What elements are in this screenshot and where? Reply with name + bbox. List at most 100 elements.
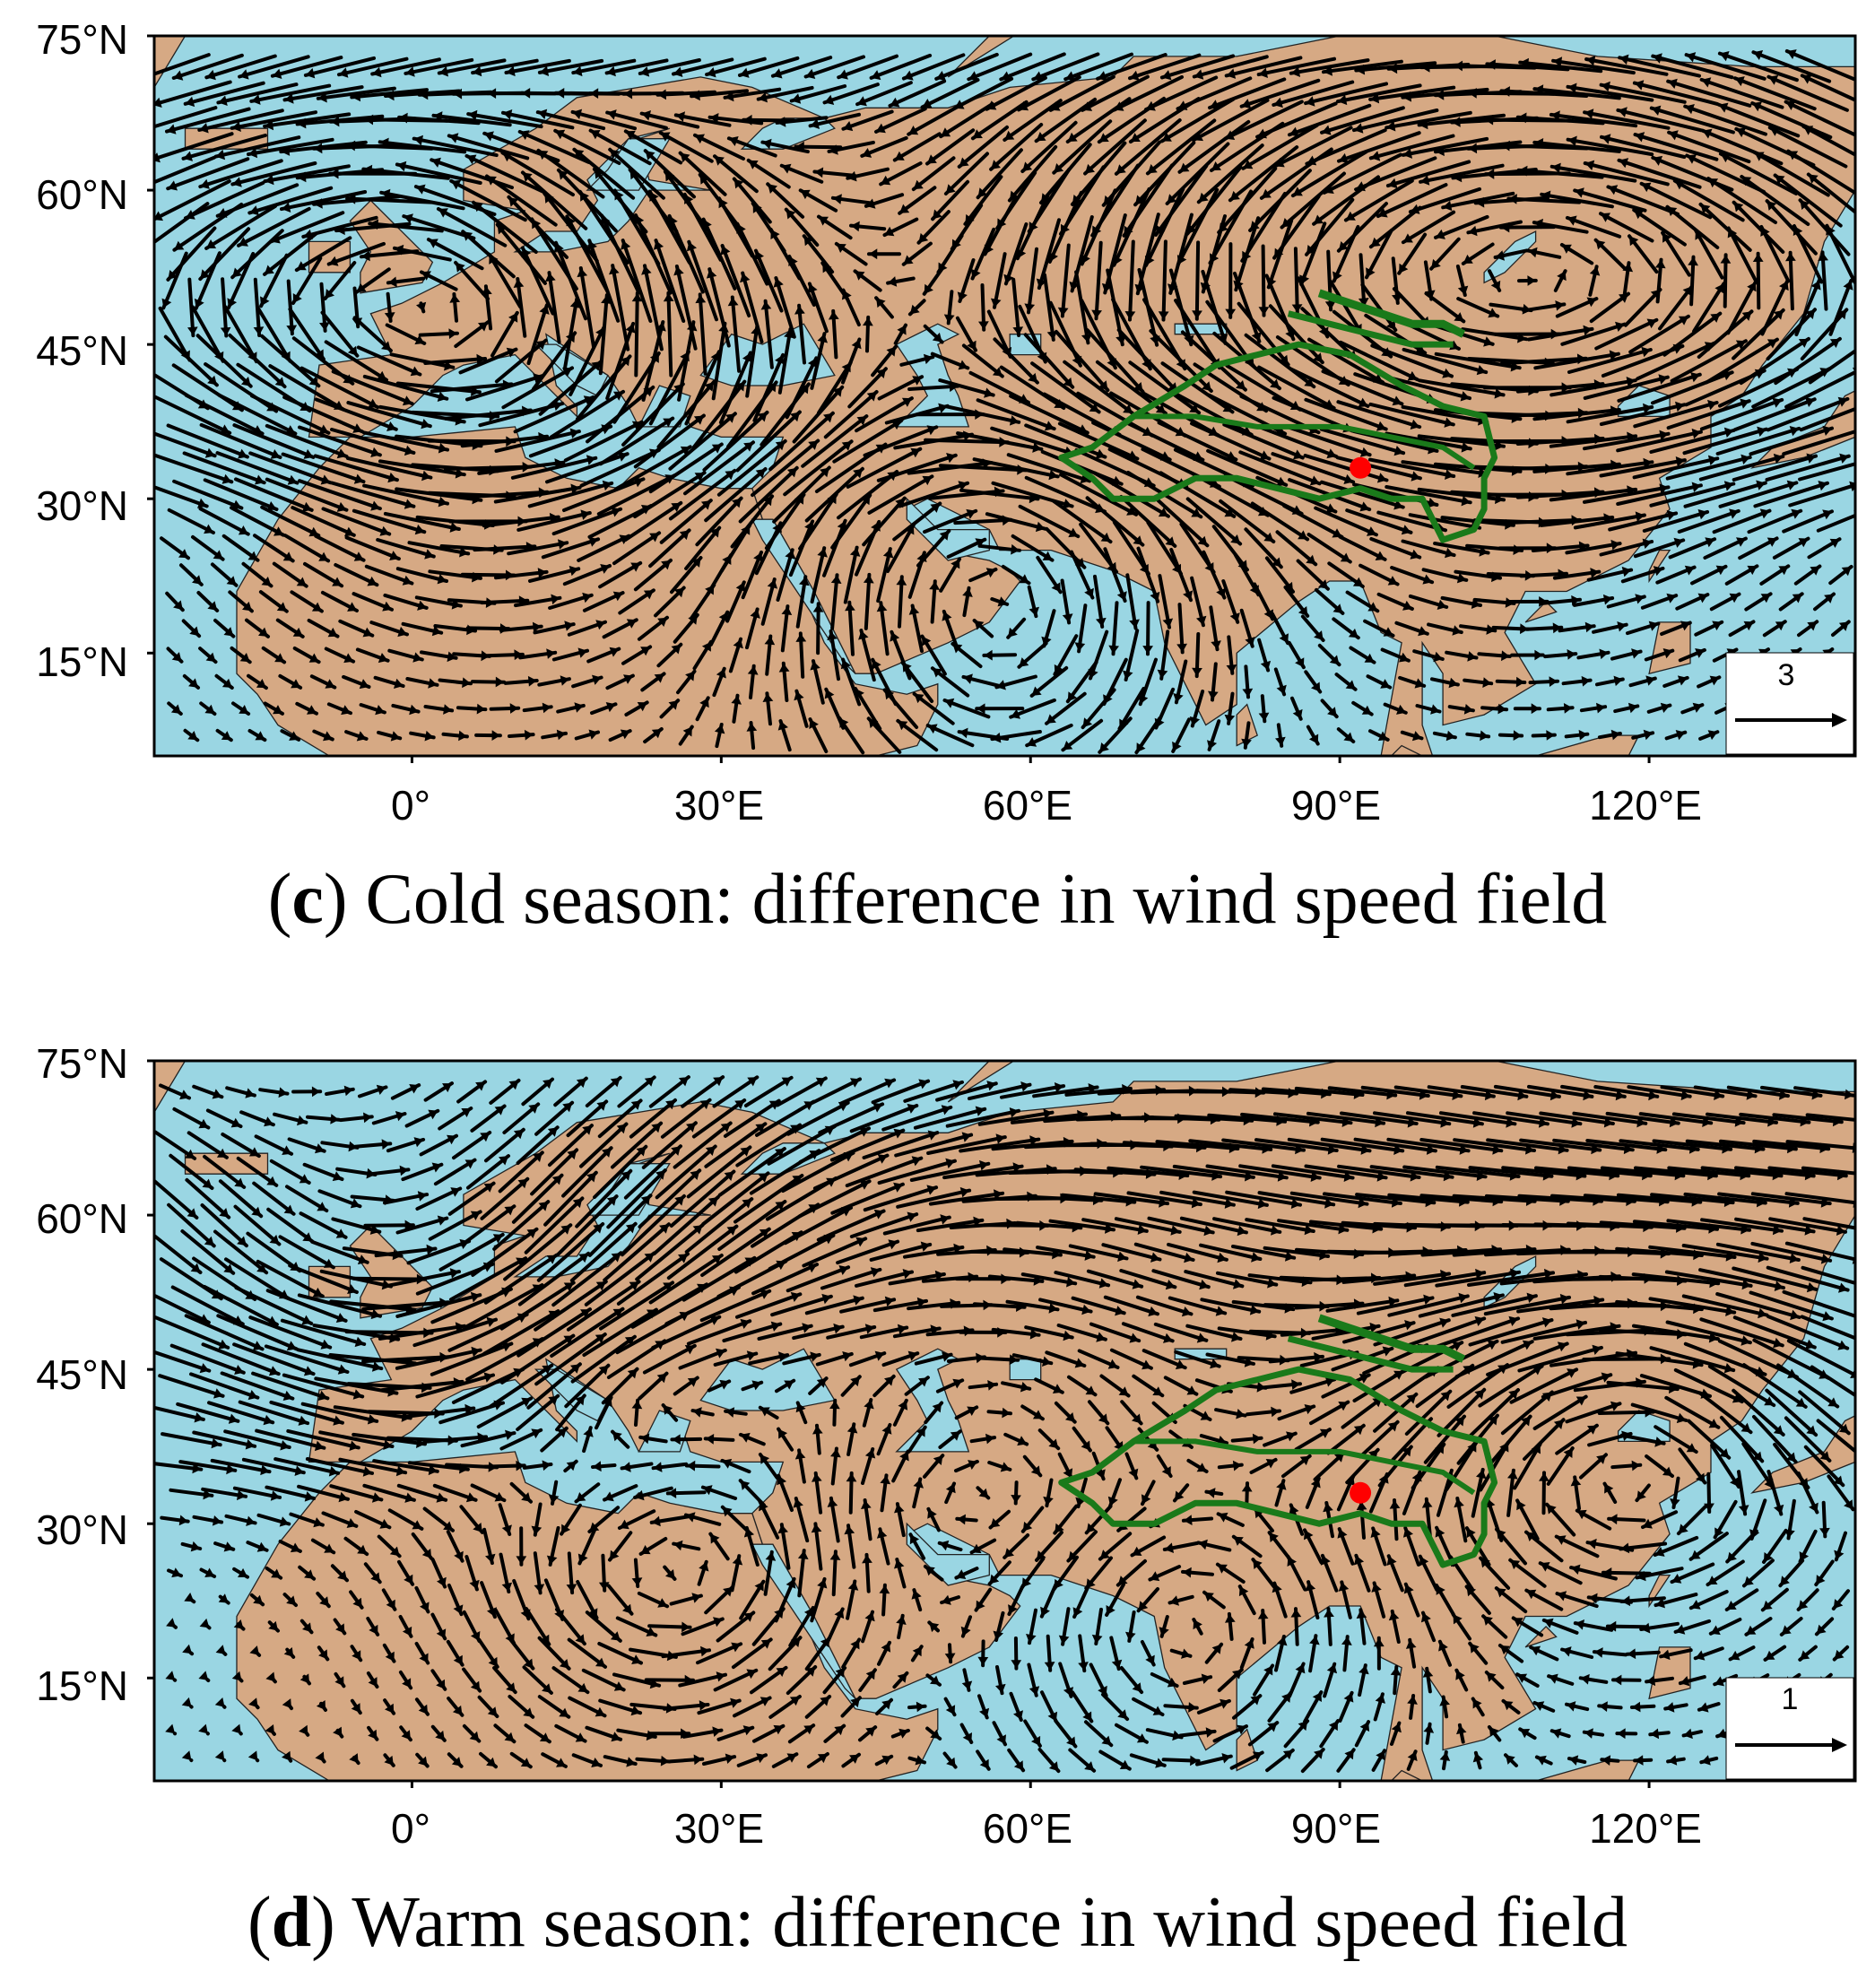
wind-vector	[287, 1137, 326, 1154]
wind-vector	[806, 1752, 829, 1769]
wind-vector	[180, 1229, 236, 1275]
wind-vector	[1225, 1190, 1302, 1209]
wind-vector	[1212, 1217, 1282, 1236]
wind-vector	[1752, 251, 1764, 310]
wind-vector	[1303, 454, 1389, 483]
wind-vector	[1239, 78, 1321, 109]
lon-tick-30e: 30°E	[673, 1805, 765, 1852]
wind-vector	[1332, 617, 1360, 640]
wind-vector	[717, 1147, 786, 1197]
wind-vector	[785, 356, 819, 420]
wind-vector	[669, 1169, 736, 1228]
wind-vector	[869, 1241, 933, 1262]
wind-vector	[1221, 579, 1240, 624]
wind-vector	[930, 352, 970, 370]
wind-vector	[896, 718, 939, 752]
wind-vector	[701, 1171, 770, 1226]
wind-vector	[1337, 131, 1421, 164]
wind-vector	[522, 702, 553, 714]
wind-vector	[1223, 100, 1304, 141]
wind-vector	[1163, 1376, 1199, 1396]
wind-vector	[1673, 1619, 1712, 1635]
wind-vector	[447, 1752, 464, 1768]
wind-vector	[329, 1484, 384, 1503]
wind-vector	[874, 107, 927, 134]
wind-vector	[1272, 80, 1355, 109]
wind-vector	[1774, 336, 1842, 386]
wind-vector	[1468, 1641, 1489, 1665]
wind-vector	[642, 1343, 697, 1375]
wind-vector	[1798, 1390, 1851, 1436]
wind-vector	[338, 1112, 374, 1124]
wind-vector	[1533, 350, 1620, 370]
wind-vector	[1676, 1504, 1708, 1536]
wind-vector	[1639, 1621, 1680, 1634]
wind-vector	[1142, 601, 1153, 656]
wind-vector	[556, 168, 618, 233]
wind-vector	[154, 1293, 211, 1324]
basin-north-branch	[1317, 1314, 1466, 1363]
wind-vector	[254, 1134, 294, 1156]
wind-vector	[782, 1351, 821, 1366]
wind-vector	[1734, 126, 1816, 167]
wind-vector	[383, 1268, 461, 1289]
wind-vector	[1248, 169, 1312, 232]
wind-vector	[764, 634, 776, 676]
wind-vector	[985, 75, 1047, 111]
wind-vector	[798, 188, 838, 213]
wind-vector	[447, 133, 530, 161]
wind-vector	[248, 1315, 333, 1350]
wind-vector	[1633, 1755, 1654, 1766]
wind-vector	[567, 620, 607, 637]
wind-vector	[1354, 1720, 1371, 1748]
wind-vector	[1338, 534, 1387, 561]
wind-vector	[1576, 648, 1610, 660]
wind-vector	[777, 327, 794, 395]
wind-vector	[249, 1645, 262, 1657]
wind-vector	[317, 1645, 330, 1662]
wind-vector	[232, 1342, 316, 1376]
wind-vector	[1148, 1565, 1182, 1582]
wind-vector	[741, 551, 763, 600]
wind-vector	[1732, 200, 1785, 254]
wind-vector	[172, 1107, 211, 1130]
wind-vector	[1179, 1216, 1248, 1237]
wind-vector	[342, 674, 371, 690]
wind-vector	[717, 1200, 787, 1251]
wind-vector	[722, 1321, 783, 1343]
wind-vector	[673, 1121, 733, 1169]
wind-vector	[891, 1449, 910, 1483]
wind-vector	[1516, 1295, 1605, 1314]
wind-vector	[648, 1075, 690, 1108]
wind-vector	[551, 1251, 623, 1307]
wind-vector	[1765, 199, 1818, 256]
wind-vector	[1320, 480, 1405, 510]
wind-vector	[1654, 1593, 1698, 1609]
wind-vector	[1763, 1645, 1787, 1662]
wind-vector	[939, 557, 961, 593]
wind-vector	[402, 213, 476, 240]
wind-vector	[802, 1237, 868, 1268]
wind-vector	[414, 1697, 430, 1716]
wind-vector	[1109, 1636, 1123, 1671]
lat-tick-75: 75°N	[36, 16, 128, 63]
wind-vector	[571, 674, 603, 689]
wind-vector	[326, 702, 352, 716]
wind-vector	[1297, 276, 1330, 339]
wind-vector	[1402, 1526, 1420, 1567]
wind-vector	[1619, 1595, 1666, 1607]
wind-vector	[386, 276, 426, 288]
wind-vector	[483, 1253, 559, 1305]
wind-vector	[1074, 270, 1092, 345]
wind-vector	[1018, 504, 1081, 539]
wind-vector	[379, 188, 465, 211]
wind-vector	[991, 1327, 1041, 1340]
wind-vector	[923, 1564, 944, 1582]
wind-vector	[1176, 76, 1253, 111]
reference-vector-label: 3	[1777, 658, 1795, 692]
wind-vector	[849, 1211, 919, 1238]
wind-vector	[961, 673, 1005, 689]
wind-vector	[165, 591, 185, 612]
wind-vector	[1683, 480, 1767, 508]
wind-vector	[683, 1512, 722, 1526]
